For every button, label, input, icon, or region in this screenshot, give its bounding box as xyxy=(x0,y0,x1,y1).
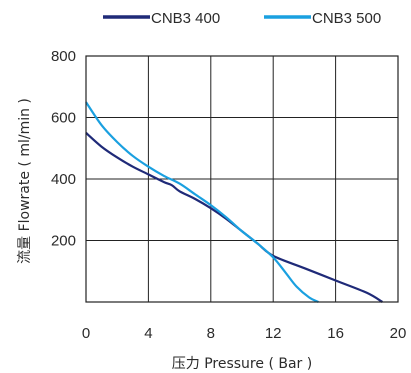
grid xyxy=(86,56,398,302)
x-tick-label-20: 20 xyxy=(390,325,407,342)
y-tick-label-200: 200 xyxy=(51,233,76,250)
x-tick-label-0: 0 xyxy=(82,325,90,342)
y-tick-label-400: 400 xyxy=(51,171,76,188)
x-tick-label-16: 16 xyxy=(327,325,344,342)
y-axis-label: 流量 Flowrate ( ml/min ) xyxy=(17,98,33,264)
series-line-cnb3-400 xyxy=(85,132,383,303)
plot-frame xyxy=(85,55,399,303)
x-tick-label-12: 12 xyxy=(265,325,282,342)
legend: CNB3 400 CNB3 500 xyxy=(103,10,381,27)
x-tick-label-8: 8 xyxy=(207,325,215,342)
y-tick-label-800: 800 xyxy=(51,48,76,65)
legend-label-cnb3-500: CNB3 500 xyxy=(312,10,381,27)
legend-label-cnb3-400: CNB3 400 xyxy=(151,10,220,27)
x-axis-label: 压力 Pressure ( Bar ) xyxy=(172,356,312,372)
series-line-cnb3-500 xyxy=(85,101,319,304)
series-lines xyxy=(85,101,383,304)
x-tick-label-4: 4 xyxy=(144,325,152,342)
y-tick-label-600: 600 xyxy=(51,110,76,127)
tick-labels: 0 4 8 12 16 20 200 400 600 800 xyxy=(51,48,406,342)
